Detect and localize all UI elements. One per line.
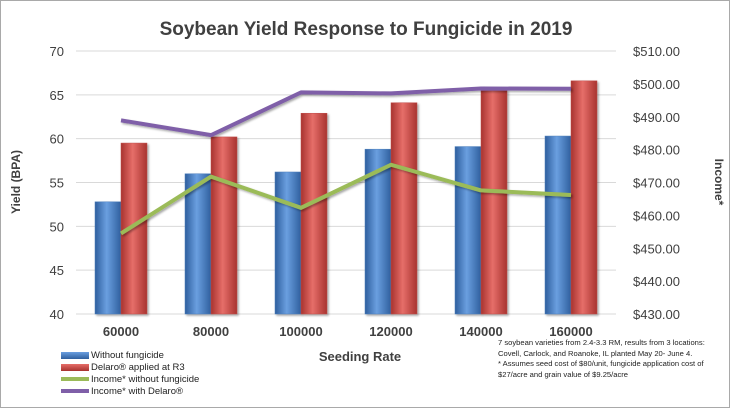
bar-without-fungicide (94, 201, 122, 315)
bar-delaro (300, 112, 328, 315)
x-tick-label: 80000 (193, 324, 229, 339)
line-income-with-delaro (120, 86, 572, 138)
x-axis-label: Seeding Rate (319, 349, 401, 364)
chart-annotation: 7 soybean varieties from 2.4-3.3 RM, res… (498, 338, 723, 380)
bar-delaro (210, 136, 238, 315)
legend-label: Delaro® applied at R3 (91, 361, 185, 373)
y2-tick-label: $460.00 (633, 208, 680, 223)
y-tick-label: 40 (50, 307, 64, 322)
legend-swatch (61, 351, 89, 359)
y2-tick-label: $490.00 (633, 110, 680, 125)
legend-swatch (61, 389, 89, 393)
y2-tick-label: $500.00 (633, 77, 680, 92)
bar-delaro (480, 90, 508, 315)
y2-tick-label: $510.00 (633, 44, 680, 59)
annotation-text: 7 soybean varieties from 2.4-3.3 RM, res… (498, 338, 705, 379)
x-tick-label: 140000 (459, 324, 502, 339)
y-tick-label: 55 (50, 176, 64, 191)
y-axis-ticks: 40 45 50 55 60 65 70 (50, 44, 64, 322)
legend-label: Income* without fungicide (91, 373, 200, 385)
bar-without-fungicide (184, 173, 212, 315)
bar-without-fungicide (274, 171, 302, 315)
y2-axis-ticks: $430.00 $440.00 $450.00 $460.00 $470.00 $480.… (633, 44, 680, 322)
bar-without-fungicide (544, 135, 572, 315)
legend-item: Without fungicide (61, 349, 199, 361)
legend: Without fungicide Delaro® applied at R3 In… (61, 349, 199, 397)
legend-item: Income* with Delaro® (61, 385, 199, 397)
x-axis-ticks: 60000 80000 100000 120000 140000 160000 (103, 324, 593, 339)
y-tick-label: 65 (50, 88, 64, 103)
bar-without-fungicide (454, 146, 482, 315)
bar-series (94, 80, 598, 315)
bar-delaro (390, 102, 418, 315)
legend-label: Income* with Delaro® (91, 385, 184, 397)
bar-delaro (570, 80, 598, 315)
legend-swatch (61, 377, 89, 381)
legend-item: Delaro® applied at R3 (61, 361, 199, 373)
x-tick-label: 100000 (279, 324, 322, 339)
x-tick-label: 60000 (103, 324, 139, 339)
y2-tick-label: $480.00 (633, 143, 680, 158)
x-tick-label: 120000 (369, 324, 412, 339)
y2-tick-label: $440.00 (633, 274, 680, 289)
line-income-without-fungicide (119, 162, 572, 236)
line-series (119, 86, 572, 236)
y2-tick-label: $450.00 (633, 241, 680, 256)
bar-delaro (120, 142, 148, 315)
legend-item: Income* without fungicide (61, 373, 199, 385)
y2-tick-label: $470.00 (633, 176, 680, 191)
y-axis-label: Yield (BPA) (9, 150, 23, 214)
y-tick-label: 50 (50, 219, 64, 234)
chart-title: Soybean Yield Response to Fungicide in 2… (160, 19, 573, 40)
legend-label: Without fungicide (91, 349, 164, 361)
x-tick-label: 160000 (549, 324, 592, 339)
y-tick-label: 70 (50, 44, 64, 59)
legend-swatch (61, 363, 89, 371)
y-tick-label: 45 (50, 263, 64, 278)
y-tick-label: 60 (50, 132, 64, 147)
y2-axis-label: Income* (712, 159, 726, 206)
y2-tick-label: $430.00 (633, 307, 680, 322)
